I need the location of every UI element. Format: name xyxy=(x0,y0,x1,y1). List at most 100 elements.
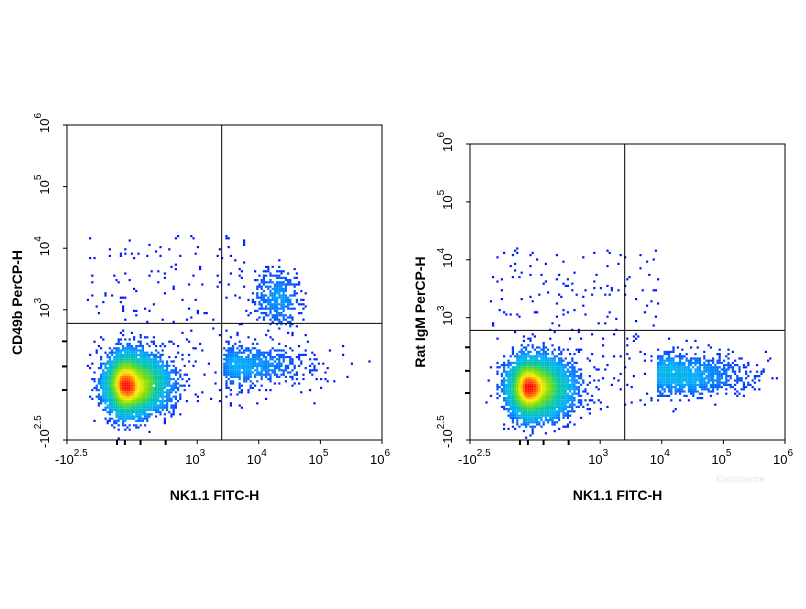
event-dot xyxy=(542,359,545,362)
event-dot xyxy=(514,397,517,400)
event-dot xyxy=(155,408,158,411)
event-dot xyxy=(520,357,523,360)
event-dot xyxy=(240,356,243,359)
event-dot xyxy=(665,377,668,380)
event-dot xyxy=(163,400,166,403)
event-dot xyxy=(137,349,140,352)
event-dot xyxy=(562,377,565,380)
event-dot xyxy=(580,348,583,351)
event-dot xyxy=(152,397,155,400)
event-dot xyxy=(727,348,730,351)
event-dot xyxy=(595,368,598,371)
event-dot xyxy=(727,383,730,386)
event-dot xyxy=(564,399,567,402)
event-dot xyxy=(102,382,105,385)
event-dot xyxy=(525,388,528,391)
event-dot xyxy=(690,388,693,391)
event-dot xyxy=(531,410,534,413)
event-dot xyxy=(663,383,666,386)
event-dot xyxy=(126,411,129,414)
event-dot xyxy=(657,368,660,371)
event-dot xyxy=(166,408,169,411)
event-dot xyxy=(698,386,701,389)
event-dot xyxy=(144,382,147,385)
event-dot xyxy=(522,372,525,375)
event-dot xyxy=(122,406,125,409)
event-dot xyxy=(144,367,147,370)
event-dot xyxy=(679,381,682,384)
event-dot xyxy=(705,383,708,386)
event-dot xyxy=(613,333,616,336)
event-dot xyxy=(225,356,228,359)
event-dot xyxy=(503,311,506,314)
event-dot xyxy=(514,355,517,358)
event-dot xyxy=(289,360,292,363)
event-dot xyxy=(93,419,96,422)
event-dot xyxy=(663,364,666,367)
event-dot xyxy=(137,358,140,361)
event-dot xyxy=(571,364,574,367)
event-dot xyxy=(247,371,250,374)
event-dot xyxy=(503,423,506,426)
event-dot xyxy=(271,316,274,319)
event-dot xyxy=(518,416,521,419)
event-dot xyxy=(509,375,512,378)
event-dot xyxy=(280,320,283,323)
event-dot xyxy=(668,368,671,371)
event-dot xyxy=(271,358,274,361)
event-dot xyxy=(602,337,605,340)
event-dot xyxy=(536,412,539,415)
event-dot xyxy=(531,419,534,422)
event-dot xyxy=(549,405,552,408)
event-dot xyxy=(555,414,558,417)
event-dot xyxy=(265,314,268,317)
event-dot xyxy=(177,351,180,354)
event-dot xyxy=(551,386,554,389)
event-dot xyxy=(271,274,274,277)
event-dot xyxy=(234,259,237,262)
event-dot xyxy=(551,359,554,362)
event-dot xyxy=(97,312,100,315)
event-dot xyxy=(665,353,668,356)
event-dot xyxy=(238,364,241,367)
event-dot xyxy=(161,364,164,367)
event-dot xyxy=(558,372,561,375)
event-dot xyxy=(104,351,107,354)
event-dot xyxy=(549,364,552,367)
event-dot xyxy=(282,298,285,301)
event-dot xyxy=(516,408,519,411)
event-dot xyxy=(672,366,675,369)
event-dot xyxy=(553,388,556,391)
event-dot xyxy=(159,384,162,387)
event-dot xyxy=(665,370,668,373)
event-dot xyxy=(753,377,756,380)
event-dot xyxy=(276,362,279,365)
event-dot xyxy=(100,380,103,383)
event-dot xyxy=(536,372,539,375)
event-dot xyxy=(668,361,671,364)
event-dot xyxy=(284,364,287,367)
event-dot xyxy=(775,377,778,380)
event-dot xyxy=(683,379,686,382)
event-dot xyxy=(511,386,514,389)
event-dot xyxy=(119,380,122,383)
event-dot xyxy=(516,370,519,373)
event-dot xyxy=(139,342,142,345)
event-dot xyxy=(293,283,296,286)
event-dot xyxy=(199,268,202,271)
event-dot xyxy=(251,364,254,367)
event-dot xyxy=(130,347,133,350)
event-dot xyxy=(262,274,265,277)
event-dot xyxy=(157,411,160,414)
event-dot xyxy=(95,395,98,398)
event-dot xyxy=(511,370,514,373)
event-dot xyxy=(555,401,558,404)
event-dot xyxy=(734,364,737,367)
event-dot xyxy=(177,389,180,392)
event-dot xyxy=(133,411,136,414)
event-dot xyxy=(650,359,653,362)
event-dot xyxy=(560,392,563,395)
event-dot xyxy=(659,392,662,395)
event-dot xyxy=(159,380,162,383)
event-dot xyxy=(522,346,525,349)
